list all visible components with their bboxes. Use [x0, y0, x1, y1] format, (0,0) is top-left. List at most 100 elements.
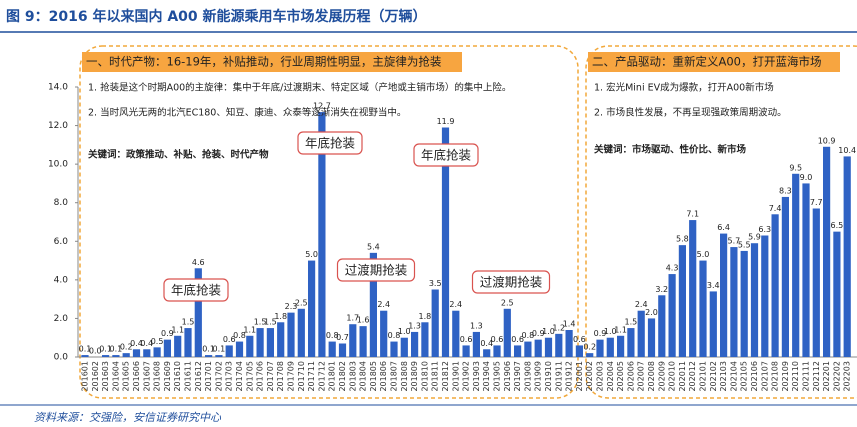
x-tick-label: 201809: [410, 361, 419, 392]
source: 资料来源：交强险，安信证券研究中心: [34, 411, 222, 424]
panel-point: 1. 抢装是这个时期A00的主旋律：集中于年底/过渡期末、特定区域（产地或主销市…: [88, 82, 511, 94]
x-tick-label: 202011: [678, 361, 687, 392]
value-label: 0.4: [140, 339, 153, 348]
x-tick-label: 202003: [596, 361, 605, 392]
x-tick-label: 201701: [204, 361, 213, 392]
x-tick-label: 201903: [472, 361, 481, 392]
bar: [287, 312, 295, 357]
value-label: 10.4: [838, 146, 856, 155]
bar: [163, 339, 171, 357]
bar: [452, 310, 460, 357]
bar: [802, 183, 810, 357]
x-tick-label: 201708: [276, 361, 285, 392]
value-label: 0.6: [511, 335, 524, 344]
value-label: 4.6: [192, 258, 205, 267]
bar: [318, 112, 326, 357]
value-label: 0.9: [532, 329, 545, 338]
value-label: 3.4: [707, 281, 720, 290]
x-tick-label: 201606: [132, 361, 141, 392]
bar: [843, 156, 851, 357]
value-label: 1.5: [625, 318, 638, 327]
x-tick-label: 202111: [802, 361, 811, 392]
value-label: 1.5: [254, 318, 267, 327]
value-label: 9.0: [800, 173, 813, 182]
bar: [823, 146, 831, 357]
panel-heading: 一、时代产物：16-19年，补贴推动，行业周期性明显，主旋律为抢装: [86, 55, 442, 69]
bar: [235, 341, 244, 357]
callout: 年底抢装: [421, 148, 471, 163]
bar: [730, 247, 738, 357]
bar: [761, 235, 769, 357]
value-label: 0.8: [522, 331, 535, 340]
x-tick-label: 201801: [328, 361, 337, 392]
value-label: 2.3: [285, 302, 298, 311]
bar: [524, 341, 532, 357]
bar: [349, 324, 357, 357]
value-label: 6.5: [831, 221, 844, 230]
y-tick-label: 10.0: [48, 160, 68, 170]
x-tick-label: 202104: [729, 361, 738, 392]
bar: [720, 233, 728, 357]
value-label: 0.8: [326, 331, 339, 340]
callout: 年底抢装: [171, 283, 221, 298]
value-label: 0.1: [110, 345, 123, 354]
value-label: 10.9: [818, 136, 836, 145]
value-label: 5.7: [728, 237, 741, 246]
x-tick-label: 202004: [606, 361, 615, 392]
bar: [184, 328, 192, 357]
x-tick-label: 201902: [462, 361, 471, 392]
x-tick-label: 201607: [142, 361, 151, 392]
x-tick-label: 202108: [771, 361, 780, 392]
value-label: 1.3: [408, 321, 421, 330]
value-label: 1.0: [542, 327, 555, 336]
x-tick-label: 201710: [297, 361, 306, 392]
y-tick-label: 14.0: [48, 83, 68, 93]
x-tick-label: 202012: [688, 361, 697, 392]
bar: [750, 243, 759, 357]
value-label: 0.1: [79, 345, 92, 354]
x-tick-label: 201808: [400, 361, 409, 392]
x-tick-label: 202009: [657, 361, 666, 392]
value-label: 0.8: [233, 331, 246, 340]
x-tick-label: 201803: [348, 361, 357, 392]
bar: [565, 330, 573, 357]
value-label: 8.3: [779, 186, 792, 195]
x-tick-label: 201711: [307, 361, 316, 392]
bar: [266, 328, 274, 357]
value-label: 0.2: [120, 343, 133, 352]
value-label: 6.3: [758, 225, 771, 234]
bar: [143, 349, 151, 357]
bar: [215, 355, 223, 357]
value-label: 5.5: [738, 240, 751, 249]
bar: [153, 347, 161, 357]
bar: [308, 260, 316, 357]
x-tick-label: 201908: [523, 361, 532, 392]
bar: [390, 341, 398, 357]
x-tick-label: 201912: [565, 361, 574, 392]
bar: [689, 220, 697, 357]
panel-frame: [585, 45, 857, 399]
x-tick-label: 201604: [111, 361, 120, 392]
x-tick-label: 201909: [534, 361, 543, 392]
value-label: 0.4: [480, 339, 493, 348]
bar: [112, 355, 120, 357]
y-tick-label: 0.0: [54, 353, 69, 363]
x-tick-label: 201610: [173, 361, 182, 392]
x-tick-label: 202105: [740, 361, 749, 392]
panel-heading-bg: [82, 52, 462, 72]
bar: [369, 252, 377, 357]
callout-box: [297, 131, 363, 155]
value-label: 1.0: [604, 327, 617, 336]
x-tick-label: 201706: [256, 361, 265, 392]
bar: [678, 245, 686, 357]
x-tick-label: 202110: [791, 361, 800, 392]
bar: [627, 328, 635, 357]
bar: [483, 349, 491, 357]
x-tick-label: 201609: [163, 361, 172, 392]
bar: [514, 345, 522, 357]
x-tick-label: 201802: [338, 361, 347, 392]
value-label: 2.5: [501, 298, 514, 307]
value-label: 1.3: [470, 321, 483, 330]
value-label: 5.8: [676, 235, 689, 244]
